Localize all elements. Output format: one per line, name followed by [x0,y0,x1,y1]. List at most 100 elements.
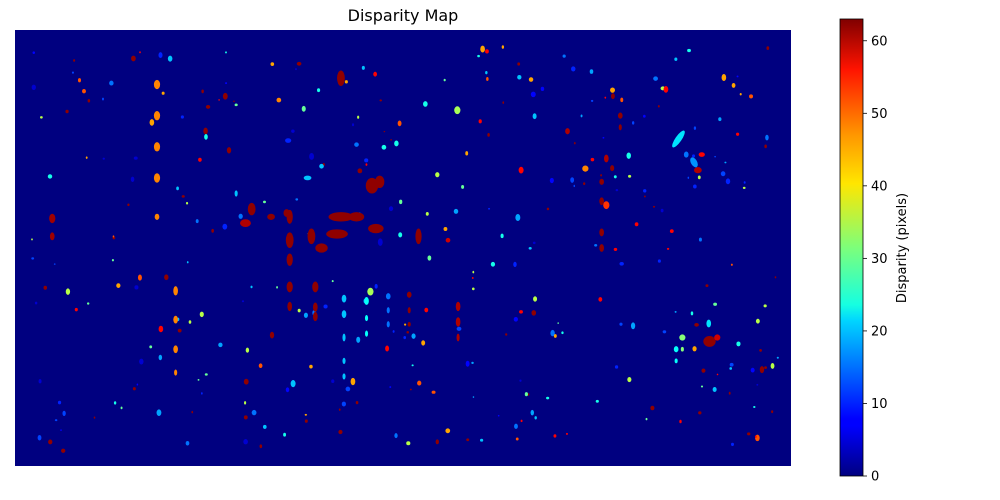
disparity-speckle [590,157,595,162]
disparity-speckle [716,373,719,376]
disparity-blob [703,335,716,347]
disparity-speckle [238,213,243,219]
disparity-speckle [610,93,615,100]
disparity-speckle [580,114,583,118]
disparity-speckle [532,113,537,120]
disparity-speckle [234,103,238,107]
disparity-speckle [113,401,117,405]
disparity-speckle [203,127,208,135]
disparity-speckle [650,405,655,411]
disparity-blob [683,151,689,158]
disparity-speckle [180,115,184,119]
disparity-speckle [331,379,335,384]
disparity-speckle [323,304,328,309]
disparity-speckle [188,320,192,324]
disparity-speckle [502,101,505,104]
disparity-blob [454,106,461,115]
disparity-speckle [697,175,701,180]
disparity-blob [283,209,290,217]
disparity-speckle [598,297,603,302]
disparity-speckle [383,130,386,133]
disparity-blob [307,228,316,245]
disparity-blob [415,228,422,245]
disparity-speckle [191,410,194,414]
disparity-speckle [561,331,564,335]
disparity-speckle [634,222,639,227]
disparity-speckle [666,247,670,250]
disparity-speckle [626,152,631,159]
disparity-speckle [602,136,605,139]
disparity-streak-segment [153,79,161,90]
disparity-speckle [158,325,164,333]
disparity-speckle [167,55,173,62]
disparity-speckle [724,161,727,164]
colorbar-tick-label: 30 [871,252,888,267]
disparity-blob [794,312,799,317]
disparity-speckle [764,366,767,369]
disparity-speckle [411,364,414,367]
disparity-speckle [700,385,704,388]
disparity-speckle [770,363,775,369]
disparity-speckle [590,99,594,102]
disparity-speckle [471,277,474,279]
disparity-speckle [565,432,568,435]
disparity-speckle [364,158,369,163]
disparity-speckle [388,206,394,212]
disparity-speckle [466,438,470,442]
disparity-speckle [435,172,440,178]
disparity-blob [368,223,384,234]
disparity-streak-segment [364,314,369,322]
disparity-speckle [472,270,475,274]
disparity-speckle [225,82,228,85]
disparity-speckle [619,322,623,326]
disparity-speckle [445,428,451,434]
disparity-speckle [406,441,411,446]
disparity-streak-segment [599,197,604,206]
disparity-speckle [398,232,403,238]
disparity-speckle [490,261,496,267]
disparity-speckle [652,205,656,208]
disparity-speckle [65,109,69,114]
disparity-streak-segment [312,302,318,312]
disparity-speckle [528,247,532,250]
disparity-speckle [177,328,182,333]
disparity-speckle [226,147,232,154]
disparity-speckle [595,399,599,403]
disparity-speckle [759,366,765,374]
disparity-speckle [243,415,248,420]
disparity-speckle [195,219,199,224]
disparity-speckle [720,171,726,177]
disparity-speckle [471,287,475,291]
disparity-speckle [344,80,348,84]
disparity-blob [234,190,238,197]
disparity-speckle [427,255,432,261]
disparity-speckle [730,263,733,266]
disparity-speckle [754,435,757,439]
disparity-speckle [404,323,407,326]
disparity-streak-segment [406,291,412,298]
disparity-streak-segment [617,112,623,119]
disparity-speckle [471,361,474,364]
disparity-blob [603,201,610,210]
disparity-speckle [341,401,346,407]
disparity-speckle [251,409,257,416]
disparity-speckle [776,356,779,359]
disparity-blob [793,242,798,247]
disparity-speckle [530,91,536,98]
disparity-speckle [345,386,351,392]
disparity-speckle [131,55,136,62]
disparity-streak-segment [680,346,684,352]
disparity-speckle [546,396,550,400]
disparity-streak-segment [173,286,178,296]
disparity-speckle [505,333,508,336]
disparity-speckle [424,307,429,313]
disparity-speckle [524,392,528,397]
disparity-speckle [515,437,519,441]
disparity-blob [326,229,348,239]
disparity-speckle [85,156,88,160]
disparity-streak-segment [287,301,293,312]
disparity-blob [375,175,385,189]
disparity-speckle [31,84,36,91]
disparity-features [31,45,799,453]
disparity-speckle [643,195,646,198]
